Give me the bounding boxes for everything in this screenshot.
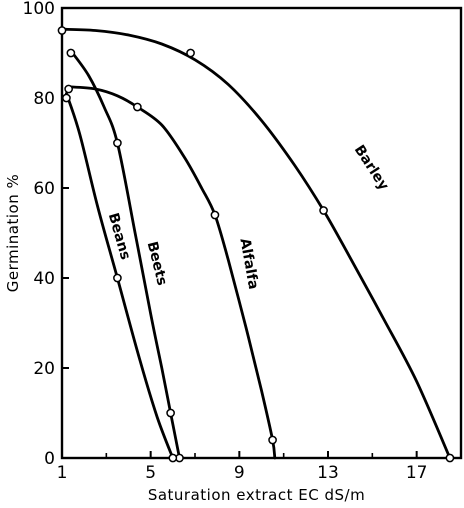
y-axis-title: Germination % <box>4 174 22 293</box>
alfalfa-series <box>64 84 277 460</box>
beans-point <box>113 273 122 283</box>
x-tick-label: 5 <box>145 463 156 483</box>
beets-point <box>66 48 76 58</box>
alfalfa-curve <box>67 85 277 460</box>
beans-point <box>168 453 178 463</box>
x-tick-label: 1 <box>57 463 68 483</box>
axes: 0 20 40 60 80 100 1 5 9 13 17 Saturation extract EC… <box>4 0 463 504</box>
beans-label: Beans <box>105 211 134 261</box>
alfalfa-point <box>268 435 277 445</box>
beans-series <box>62 92 178 463</box>
beans-point <box>62 93 71 103</box>
x-tick-label: 17 <box>406 463 428 483</box>
x-tick-label: 13 <box>317 463 339 483</box>
alfalfa-label: Alfalfa <box>236 237 261 291</box>
y-tick-label: 80 <box>33 89 55 109</box>
labels: Barley Alfalfa Beets Beans <box>105 142 392 290</box>
barley-series <box>57 26 455 463</box>
y-tick-label: 40 <box>33 269 55 289</box>
x-axis-title: Saturation extract EC dS/m <box>148 486 365 504</box>
beets-series <box>66 48 184 463</box>
y-tick-label: 60 <box>33 179 55 199</box>
series-layer <box>57 26 455 463</box>
alfalfa-point <box>133 102 142 112</box>
barley-point <box>445 453 455 463</box>
barley-curve <box>60 27 452 460</box>
y-tick-label: 20 <box>33 359 55 379</box>
y-tick-label: 0 <box>44 449 55 469</box>
beets-curve <box>69 49 181 460</box>
beets-point <box>166 408 175 418</box>
barley-point <box>319 206 328 215</box>
barley-label: Barley <box>351 142 392 193</box>
beets-point <box>113 138 122 148</box>
plot-frame <box>60 6 463 460</box>
alfalfa-point <box>64 84 74 94</box>
y-tick-label: 100 <box>23 0 55 19</box>
x-tick-label: 9 <box>234 463 245 483</box>
barley-point <box>57 26 67 35</box>
alfalfa-point <box>210 210 220 220</box>
barley-point <box>186 48 195 58</box>
beets-label: Beets <box>144 240 170 287</box>
